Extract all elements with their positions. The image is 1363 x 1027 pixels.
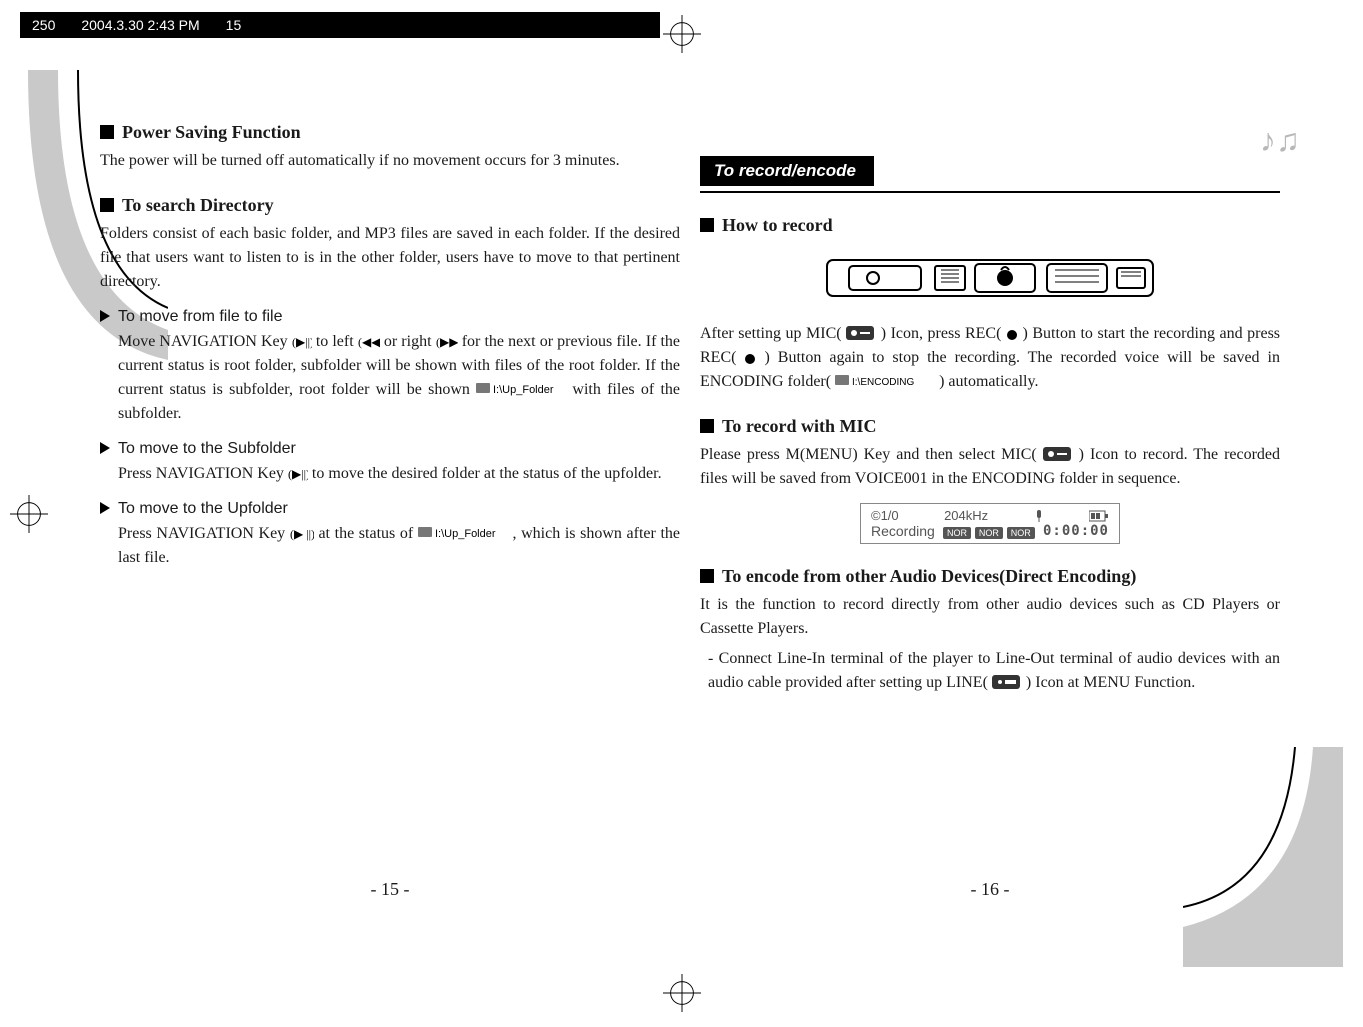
lcd-recording: Recording xyxy=(871,523,935,539)
encoding-folder-icon: I:\ENCODING xyxy=(835,373,935,389)
doc-id: 250 xyxy=(32,17,55,33)
svg-text:(▶||): (▶||) xyxy=(292,335,312,349)
svg-text:(▶ ||): (▶ ||) xyxy=(290,527,314,541)
music-notes-icon: ♪♫ xyxy=(1260,122,1300,159)
rec-dot-icon xyxy=(1006,329,1018,341)
left-arrows-icon: (◀◀) xyxy=(358,335,380,349)
text-move-subfolder: Press NAVIGATION Key (▶||) to move the d… xyxy=(118,462,680,486)
lcd-tag: NOR xyxy=(1007,527,1035,539)
battery-icon xyxy=(1089,510,1109,522)
play-pause-icon: (▶ ||) xyxy=(290,527,314,541)
subheading-move-upfolder: To move to the Upfolder xyxy=(100,500,680,518)
frag: at the status of xyxy=(318,525,417,542)
text-after-setting: After setting up MIC( ) Icon, press REC(… xyxy=(700,322,1280,394)
mic-small-icon xyxy=(1034,509,1044,523)
crop-header: 250 2004.3.30 2:43 PM 15 xyxy=(20,12,660,38)
frag: Move NAVIGATION Key xyxy=(118,333,288,350)
page-number-16: - 16 - xyxy=(971,879,1010,900)
frag: or right xyxy=(384,333,432,350)
lcd-tag: NOR xyxy=(943,527,971,539)
heading-encode-other: To encode from other Audio Devices(Direc… xyxy=(700,566,1280,587)
frag: Press NAVIGATION Key xyxy=(118,525,285,542)
lcd-tag: NOR xyxy=(975,527,1003,539)
frag: ) automatically. xyxy=(939,373,1038,390)
section-banner-record: To record/encode xyxy=(700,156,874,186)
heading-search-directory: To search Directory xyxy=(100,195,680,216)
page-16: ♪♫ To record/encode How to record After … xyxy=(700,100,1280,900)
svg-text:(▶▶): (▶▶) xyxy=(436,335,458,349)
lcd-screenshot: ©1/0 204kHz Recording NOR NOR NOR 0:00:0… xyxy=(860,503,1120,544)
upfolder-icon: I:\Up_Folder xyxy=(476,381,566,397)
svg-text:I:\Up_Folder: I:\Up_Folder xyxy=(493,384,554,396)
heading-record-mic: To record with MIC xyxy=(700,416,1280,437)
text-move-upfolder: Press NAVIGATION Key (▶ ||) at the statu… xyxy=(118,522,680,570)
play-pause-icon: (▶||) xyxy=(288,467,308,481)
doc-extra: 15 xyxy=(226,17,242,33)
doc-timestamp: 2004.3.30 2:43 PM xyxy=(81,17,199,33)
lcd-track: ©1/0 xyxy=(871,508,899,523)
heading-how-to-record: How to record xyxy=(700,215,1280,236)
frag: ) Icon, press REC( xyxy=(881,325,1002,342)
right-arrows-icon: (▶▶) xyxy=(436,335,458,349)
text-encode-connect: - Connect Line-In terminal of the player… xyxy=(700,647,1280,695)
device-illustration xyxy=(825,246,1155,310)
frag: ) Icon at MENU Function. xyxy=(1026,674,1195,691)
frag: to move the desired folder at the status… xyxy=(312,465,662,482)
frag: to left xyxy=(316,333,354,350)
banner-underline xyxy=(700,191,1280,193)
text-search-directory: Folders consist of each basic folder, an… xyxy=(100,222,680,294)
subheading-move-file: To move from file to file xyxy=(100,308,680,326)
text-power-saving: The power will be turned off automatical… xyxy=(100,149,680,173)
svg-text:(▶||): (▶||) xyxy=(288,467,308,481)
registration-mark-top-icon xyxy=(663,15,701,53)
upfolder-icon: I:\Up_Folder xyxy=(418,525,508,541)
page-number-15: - 15 - xyxy=(371,879,410,900)
subheading-move-subfolder: To move to the Subfolder xyxy=(100,440,680,458)
heading-power-saving: Power Saving Function xyxy=(100,122,680,143)
lcd-khz: 204kHz xyxy=(944,508,988,523)
frag: Please press M(MENU) Key and then select… xyxy=(700,446,1037,463)
svg-text:I:\ENCODING: I:\ENCODING xyxy=(852,377,914,388)
lcd-time: 0:00:00 xyxy=(1043,523,1109,539)
mic-badge-icon xyxy=(846,325,876,341)
rec-dot-icon xyxy=(744,353,756,365)
registration-mark-left-icon xyxy=(10,495,48,533)
line-badge-icon xyxy=(992,674,1022,690)
mic-badge-icon xyxy=(1043,446,1073,462)
page-15: Power Saving Function The power will be … xyxy=(100,100,680,900)
svg-text:I:\Up_Folder: I:\Up_Folder xyxy=(435,528,496,540)
play-pause-icon: (▶||) xyxy=(292,335,312,349)
frag: Press NAVIGATION Key xyxy=(118,465,284,482)
frag: After setting up MIC( xyxy=(700,325,842,342)
svg-text:(◀◀): (◀◀) xyxy=(358,335,380,349)
text-move-file: Move NAVIGATION Key (▶||) to left (◀◀) o… xyxy=(118,330,680,426)
text-record-mic: Please press M(MENU) Key and then select… xyxy=(700,443,1280,491)
text-encode-other: It is the function to record directly fr… xyxy=(700,593,1280,641)
registration-mark-bottom-icon xyxy=(663,974,701,1012)
